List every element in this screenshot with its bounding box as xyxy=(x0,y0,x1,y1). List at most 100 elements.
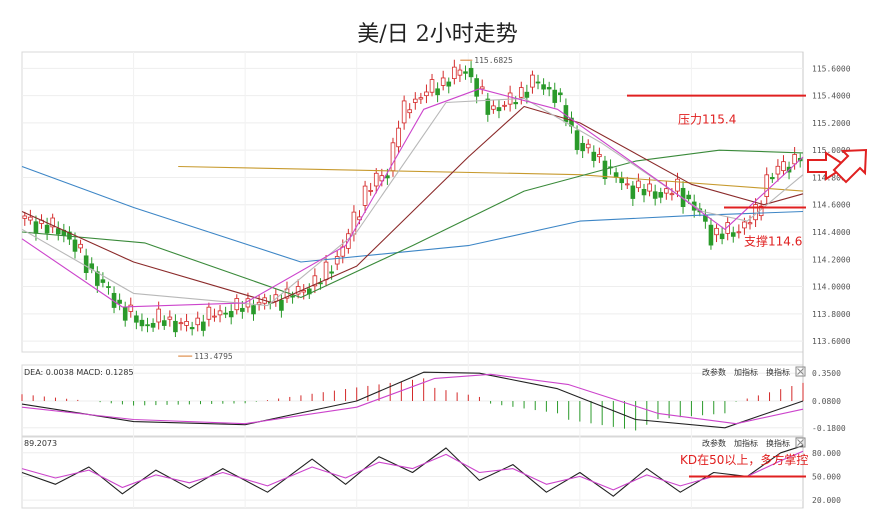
macd-series-1 xyxy=(21,373,804,425)
candle-body xyxy=(747,222,753,225)
candle-body xyxy=(435,88,440,96)
candle-body xyxy=(585,143,591,149)
candle-body xyxy=(641,188,647,196)
level-lines xyxy=(627,94,806,478)
candle-body xyxy=(206,306,212,320)
y-tick-label: 114.2000 xyxy=(812,255,851,264)
macd-y-tick-label: 0.3500 xyxy=(812,369,841,378)
y-tick-label: 114.6000 xyxy=(812,201,851,210)
candle-body xyxy=(44,224,50,234)
candle-body xyxy=(781,161,786,172)
candle-body xyxy=(189,327,195,330)
grid-lines xyxy=(22,52,803,508)
arrow-up-right-icon xyxy=(832,148,868,184)
candle-body xyxy=(167,316,173,320)
candle-body xyxy=(234,298,240,311)
support-label: 支撑114.6 xyxy=(744,233,802,248)
candle-body xyxy=(95,271,100,286)
kd-tool-2: 换指标 xyxy=(766,438,790,448)
candle-body xyxy=(502,104,507,107)
candle-body xyxy=(201,321,206,331)
candle-body xyxy=(22,215,28,219)
macd-tool-1: 加指标 xyxy=(734,367,758,377)
candle-body xyxy=(134,315,139,323)
candle-body xyxy=(664,188,669,194)
y-tick-label: 114.8000 xyxy=(812,173,851,182)
candle-body xyxy=(613,172,619,178)
kd-y-tick-label: 20.000 xyxy=(812,496,841,505)
macd-close-icon xyxy=(795,366,806,377)
candle-body xyxy=(792,154,797,165)
ma-series-4 xyxy=(21,97,804,307)
y-tick-label: 115.4000 xyxy=(812,92,851,101)
ma-series-1 xyxy=(21,165,804,263)
y-tick-label: 114.4000 xyxy=(812,228,851,237)
candle-body xyxy=(541,84,546,90)
candle-body xyxy=(390,142,396,172)
candle-body xyxy=(658,192,664,198)
candle-body xyxy=(407,109,413,114)
candle-body xyxy=(764,174,770,197)
candle-body xyxy=(513,102,519,105)
candle-body xyxy=(530,74,535,88)
candle-body xyxy=(496,107,502,112)
high-label: 115.6825 xyxy=(474,56,513,65)
kd-y-tick-label: 50.000 xyxy=(812,472,841,481)
y-tick-label: 114.0000 xyxy=(812,283,851,292)
candle-body xyxy=(412,98,418,103)
ma-series-5 xyxy=(21,88,804,308)
candle-body xyxy=(452,66,457,79)
candle-body xyxy=(145,324,150,327)
macd-y-tick-label: 0.0800 xyxy=(812,397,841,406)
candle-body xyxy=(329,271,334,274)
candle-body xyxy=(429,79,435,93)
candle-body xyxy=(491,105,496,110)
ma-series-3 xyxy=(21,105,804,304)
kd-label: KD在50以上，多方掌控 xyxy=(680,452,808,467)
candle-body xyxy=(78,243,83,249)
candle-body xyxy=(457,69,463,76)
candle-body xyxy=(100,279,106,283)
y-tick-label: 115.6000 xyxy=(812,64,851,73)
candle-body xyxy=(636,180,641,189)
candlesticks xyxy=(22,59,803,338)
candle-body xyxy=(122,306,128,321)
kd-series-0 xyxy=(21,445,804,497)
candle-body xyxy=(546,87,552,90)
kd-close-icon-cross xyxy=(797,439,804,446)
candle-body xyxy=(212,315,217,318)
candle-body xyxy=(362,185,368,206)
candle-body xyxy=(290,295,295,298)
candle-body xyxy=(708,224,714,246)
candle-body xyxy=(106,286,111,288)
candle-body xyxy=(719,233,725,240)
candle-body xyxy=(463,71,468,74)
candle-body xyxy=(334,256,340,265)
candle-body xyxy=(440,77,446,86)
candle-body xyxy=(552,89,558,103)
candle-body xyxy=(256,301,262,305)
arrows xyxy=(807,148,868,184)
candle-body xyxy=(474,78,479,97)
candle-body xyxy=(228,311,234,318)
kd-tool-1: 加指标 xyxy=(734,438,758,448)
candle-body xyxy=(775,165,781,175)
candle-body xyxy=(195,317,201,326)
candle-body xyxy=(251,305,256,315)
candle-body xyxy=(597,154,602,158)
candle-body xyxy=(301,290,307,293)
kd-header: 89.2073 xyxy=(24,439,57,448)
candle-body xyxy=(675,178,680,192)
candle-body xyxy=(396,127,401,148)
candle-body xyxy=(83,255,89,273)
candle-body xyxy=(173,320,178,333)
candle-body xyxy=(178,322,184,325)
candle-body xyxy=(368,190,373,192)
candle-body xyxy=(770,177,775,180)
candle-body xyxy=(591,151,597,161)
low-label: 113.4795 xyxy=(194,352,233,361)
candle-body xyxy=(240,307,245,312)
candle-body xyxy=(72,239,78,252)
y-tick-label: 115.2000 xyxy=(812,119,851,128)
